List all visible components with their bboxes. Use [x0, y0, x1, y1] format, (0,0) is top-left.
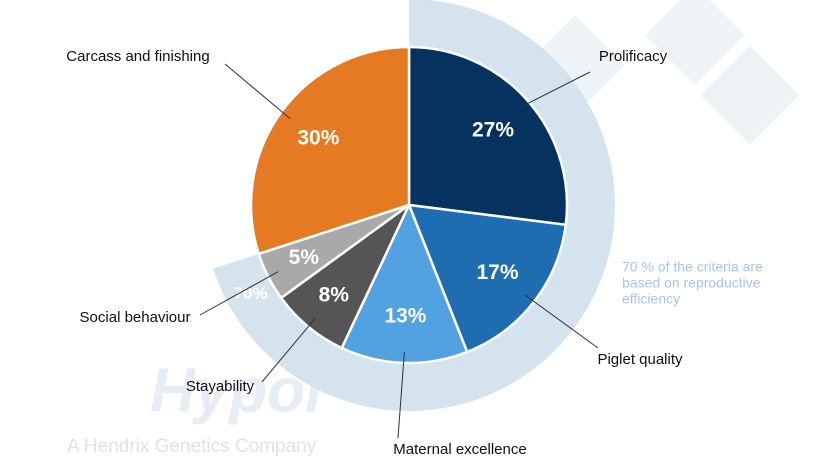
pie-slice — [249, 45, 411, 256]
watermark-subtitle: A Hendrix Genetics Company — [67, 436, 317, 457]
leader-line — [224, 63, 291, 120]
value-label: 5% — [289, 246, 320, 269]
annotation: efficiency — [622, 291, 680, 307]
category-label: Prolificacy — [599, 48, 668, 65]
category-label: Stayability — [186, 378, 255, 395]
value-label: 8% — [319, 283, 350, 306]
category-label: Piglet quality — [597, 351, 683, 368]
category-label: Social behaviour — [80, 309, 191, 326]
value-label: 17% — [476, 261, 518, 284]
value-label: 27% — [472, 118, 514, 141]
leader-line — [397, 351, 405, 439]
pie-slice — [407, 45, 569, 227]
ring-label: 70% — [234, 284, 268, 303]
category-label: Maternal excellence — [393, 441, 526, 458]
leader-line — [524, 294, 599, 349]
category-label: Carcass and finishing — [66, 48, 209, 65]
leader-line — [261, 317, 316, 383]
leader-line — [518, 71, 591, 109]
annotation: 70 % of the criteria are — [622, 259, 763, 275]
value-label: 30% — [297, 127, 339, 150]
annotation: based on reproductive — [622, 275, 761, 291]
value-label: 13% — [384, 304, 426, 327]
leader-line — [199, 271, 279, 316]
